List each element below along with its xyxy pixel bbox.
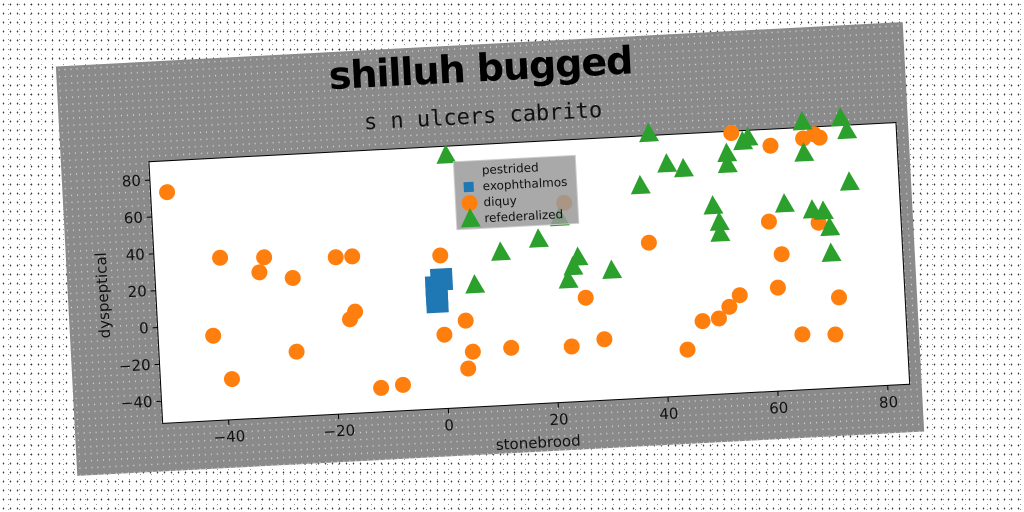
refederalized-point (738, 126, 759, 147)
y-tick-label: −40 (120, 393, 153, 413)
diquy-point (811, 129, 828, 146)
diquy-point (284, 269, 301, 286)
legend-marker (460, 207, 481, 228)
diquy-point (831, 289, 848, 306)
x-tick-label: 40 (659, 404, 679, 423)
refederalized-point (602, 259, 623, 280)
diquy-point (731, 287, 748, 304)
exophthalmos-point (425, 290, 449, 314)
diquy-point (457, 312, 474, 329)
chart-figure: shilluh bugged s n ulcers cabrito −40 −20… (55, 22, 925, 476)
legend-entry: refederalized (484, 207, 564, 225)
y-tick-label: 20 (127, 282, 147, 301)
diquy-point (721, 298, 738, 315)
diquy-point (760, 213, 777, 230)
refederalized-point (709, 211, 730, 231)
diquy-point (212, 249, 229, 266)
y-tick-label: −20 (119, 356, 152, 376)
diquy-point (710, 310, 727, 327)
diquy-point (827, 326, 844, 343)
diquy-point (223, 371, 240, 388)
legend-marker (463, 181, 474, 193)
refederalized-point (717, 153, 738, 174)
legend-marker-small (464, 198, 475, 209)
refederalized-point (558, 269, 579, 289)
x-tick-label: −20 (323, 421, 356, 441)
x-tick-label: 60 (769, 399, 789, 418)
diquy-point (503, 339, 520, 356)
diquy-point (460, 360, 477, 377)
refederalized-point (639, 122, 660, 143)
plot-area (148, 122, 911, 424)
x-tick-label: 20 (549, 410, 569, 429)
diquy-point (436, 326, 453, 343)
diquy-point (773, 246, 790, 263)
diquy-point (159, 184, 176, 201)
diquy-point (596, 331, 613, 348)
y-tick-label: 40 (125, 245, 145, 264)
diquy-point (394, 376, 411, 393)
diquy-point (723, 125, 740, 142)
diquy-point (464, 343, 481, 360)
diquy-point (205, 327, 222, 344)
diquy-point (373, 379, 390, 396)
x-tick-label: 0 (444, 416, 454, 434)
legend-entry: pestrided (482, 160, 539, 177)
diquy-point (577, 289, 594, 306)
diquy-point (679, 341, 696, 358)
refederalized-point (710, 222, 731, 242)
diquy-point (347, 303, 364, 320)
x-axis-label: stonebrood (495, 432, 581, 454)
refederalized-point (837, 119, 858, 140)
diquy-point (251, 264, 268, 281)
y-tick-label: 60 (123, 208, 143, 227)
refederalized-point (703, 195, 724, 215)
scatter-plot: −40 −20 0 20 40 60 80 −40 −20 0 20 40 60 80 stonebrood… (92, 107, 911, 454)
refederalized-point (528, 228, 549, 248)
refederalized-point (563, 256, 584, 276)
refederalized-point (813, 200, 834, 220)
refederalized-point (630, 174, 651, 195)
diquy-point (288, 343, 305, 360)
diquy-point (432, 247, 449, 264)
diquy-point (256, 249, 273, 266)
x-tick-label: 80 (879, 393, 899, 412)
y-tick-label: 0 (139, 319, 149, 337)
legend-box (452, 154, 580, 231)
diquy-point (563, 338, 580, 355)
refederalized-point (792, 110, 813, 131)
legend-entry: exophthalmos (482, 175, 567, 193)
refederalized-point (465, 274, 486, 294)
refederalized-point (820, 216, 841, 237)
diquy-point (327, 249, 344, 266)
x-tick-label: −40 (213, 427, 246, 447)
diquy-point (769, 279, 786, 296)
refederalized-point (436, 144, 457, 164)
refederalized-point (717, 142, 738, 163)
refederalized-point (657, 153, 678, 173)
refederalized-point (491, 241, 512, 261)
diquy-point (640, 234, 657, 251)
legend-entry: diquy (483, 194, 517, 210)
refederalized-point (568, 246, 589, 266)
exophthalmos-point (429, 267, 454, 291)
refederalized-point (774, 193, 795, 213)
y-axis-label: dyspeptical (92, 252, 114, 339)
refederalized-point (821, 242, 842, 262)
refederalized-point (839, 171, 860, 191)
diquy-point (344, 248, 361, 265)
refederalized-point (674, 157, 694, 178)
diquy-point (694, 313, 711, 330)
diquy-point (762, 137, 779, 154)
diquy-point (794, 326, 811, 343)
y-tick-label: 80 (121, 172, 141, 191)
refederalized-point (794, 142, 815, 162)
